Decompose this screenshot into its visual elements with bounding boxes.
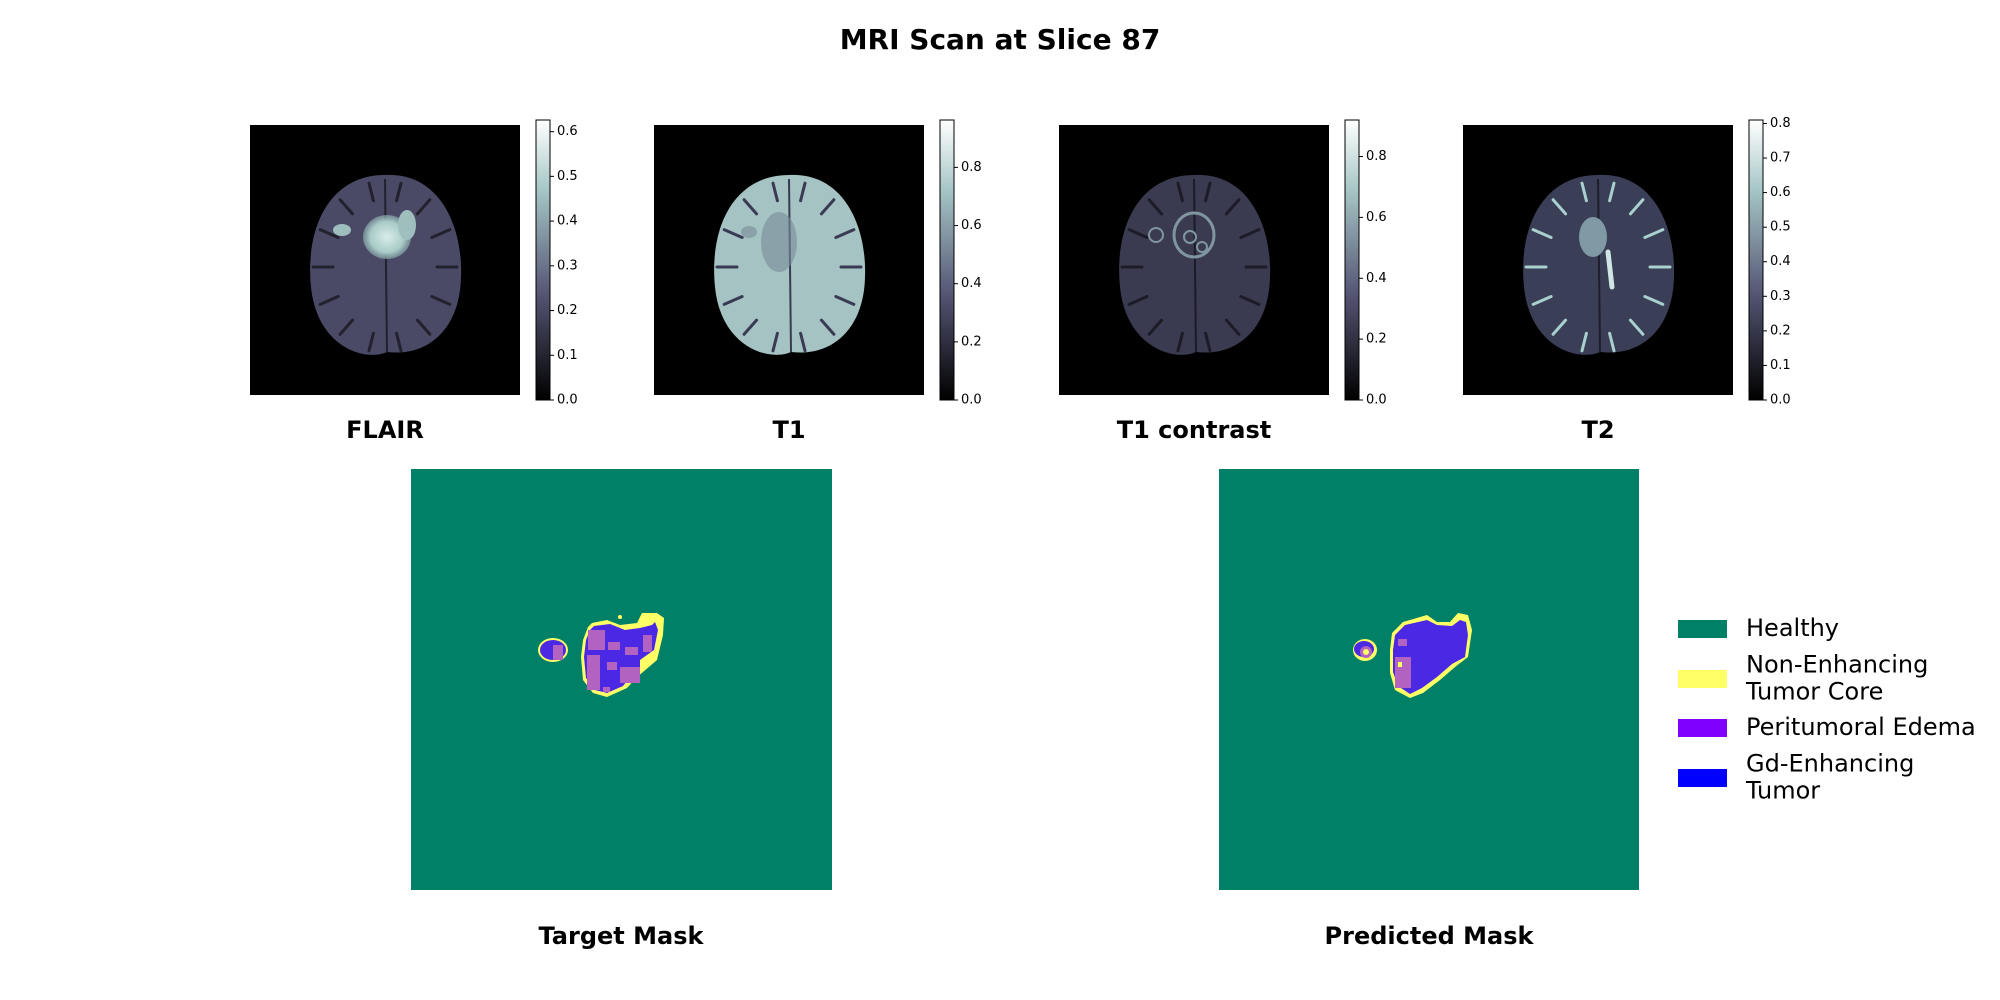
scan-panels: 0.00.10.20.30.40.50.6FLAIR0.00.20.40.60.… bbox=[250, 116, 1791, 444]
colorbar-tick-label: 0.0 bbox=[1366, 393, 1387, 408]
colorbar-tick-label: 0.4 bbox=[557, 214, 578, 229]
legend-label: Healthy bbox=[1746, 614, 1839, 642]
predicted-mask-label: Predicted Mask bbox=[1325, 922, 1535, 950]
colorbar-tick-label: 0.4 bbox=[961, 276, 982, 291]
colorbar-tick-label: 0.4 bbox=[1770, 254, 1791, 269]
target-mask-panel: Target Mask bbox=[411, 469, 832, 950]
brain-slice bbox=[714, 174, 866, 355]
colorbar-tick-label: 0.5 bbox=[1770, 220, 1791, 235]
scan-panel-flair: 0.0 0.1 0.2 0.3 0.4 0.5 0.6 FLAIR bbox=[250, 119, 578, 444]
brain-slice bbox=[1523, 174, 1675, 355]
colorbar: 0.0 0.2 0.4 0.6 0.8 bbox=[1344, 119, 1387, 408]
legend-item: Healthy bbox=[1678, 614, 1839, 642]
colorbar-tick-label: 0.8 bbox=[961, 160, 982, 175]
colorbar: 0.0 0.1 0.2 0.3 0.4 0.5 0.6 bbox=[535, 119, 578, 408]
legend-label: Tumor bbox=[1745, 777, 1820, 805]
legend-label: Tumor Core bbox=[1745, 678, 1883, 706]
brain-slice bbox=[310, 174, 462, 355]
colorbar-tick-label: 0.5 bbox=[557, 169, 578, 184]
predicted-tumor-region bbox=[1353, 613, 1472, 698]
colorbar-tick-label: 0.2 bbox=[1366, 332, 1387, 347]
colorbar-tick-label: 0.3 bbox=[557, 258, 578, 273]
colorbar-tick-label: 0.0 bbox=[961, 393, 982, 408]
colorbar: 0.0 0.2 0.4 0.6 0.8 bbox=[939, 119, 982, 408]
colorbar-tick-label: 0.6 bbox=[1366, 210, 1387, 225]
target-tumor-region bbox=[538, 613, 664, 697]
legend-label: Gd-Enhancing bbox=[1746, 750, 1914, 778]
target-mask-label: Target Mask bbox=[539, 922, 705, 950]
colorbar-tick-label: 0.0 bbox=[557, 393, 578, 408]
legend-swatch bbox=[1678, 620, 1727, 638]
colorbar: 0.0 0.1 0.2 0.3 0.4 0.5 0.6 0.7 0.8 bbox=[1748, 116, 1791, 408]
legend-label: Peritumoral Edema bbox=[1746, 713, 1976, 741]
colorbar-tick-label: 0.7 bbox=[1770, 151, 1791, 166]
scan-panel-t2: 0.0 0.1 0.2 0.3 0.4 0.5 0.6 0.7 0.8 T2 bbox=[1463, 116, 1791, 444]
scan-label: T2 bbox=[1581, 416, 1614, 444]
figure-title: MRI Scan at Slice 87 bbox=[840, 23, 1161, 56]
scan-label: FLAIR bbox=[346, 416, 424, 444]
legend-swatch bbox=[1678, 719, 1727, 737]
scan-label: T1 contrast bbox=[1117, 416, 1272, 444]
colorbar-tick-label: 0.2 bbox=[557, 303, 578, 318]
brain-slice bbox=[1119, 174, 1271, 355]
colorbar-tick-label: 0.2 bbox=[1770, 323, 1791, 338]
colorbar-tick-label: 0.1 bbox=[1770, 358, 1791, 373]
predicted-mask-panel: Predicted Mask bbox=[1219, 469, 1639, 950]
legend-item: Peritumoral Edema bbox=[1678, 713, 1976, 741]
scan-panel-t1: 0.0 0.2 0.4 0.6 0.8 T1 bbox=[654, 119, 982, 444]
colorbar-tick-label: 0.0 bbox=[1770, 393, 1791, 408]
colorbar-tick-label: 0.6 bbox=[557, 124, 578, 139]
colorbar-tick-label: 0.2 bbox=[961, 334, 982, 349]
colorbar-tick-label: 0.3 bbox=[1770, 289, 1791, 304]
legend-swatch bbox=[1678, 670, 1727, 688]
legend-swatch bbox=[1678, 769, 1727, 787]
colorbar-tick-label: 0.6 bbox=[961, 218, 982, 233]
legend-label: Non-Enhancing bbox=[1746, 651, 1928, 679]
colorbar-tick-label: 0.1 bbox=[557, 348, 578, 363]
colorbar-tick-label: 0.8 bbox=[1366, 149, 1387, 164]
colorbar-tick-label: 0.8 bbox=[1770, 116, 1791, 131]
scan-label: T1 bbox=[772, 416, 805, 444]
colorbar-tick-label: 0.4 bbox=[1366, 271, 1387, 286]
scan-panel-t1-contrast: 0.0 0.2 0.4 0.6 0.8 T1 contrast bbox=[1059, 119, 1387, 444]
colorbar-tick-label: 0.6 bbox=[1770, 185, 1791, 200]
